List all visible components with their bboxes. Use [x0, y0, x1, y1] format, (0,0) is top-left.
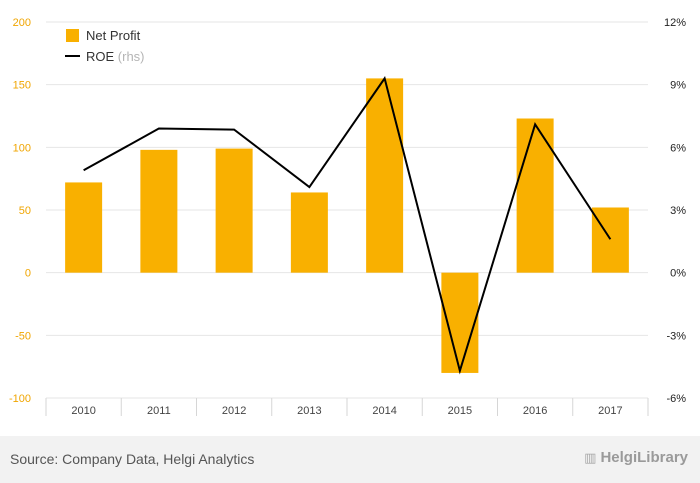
- y-left-tick-label: -50: [15, 330, 31, 342]
- y-left-tick-label: 150: [13, 80, 31, 92]
- legend-label-roe-name: ROE: [86, 49, 115, 64]
- brand-name: HelgiLibrary: [600, 449, 688, 466]
- y-left-tick-label: 50: [19, 205, 31, 217]
- x-tick-label: 2016: [523, 405, 547, 417]
- y-right-tick-label: 0%: [670, 268, 686, 280]
- line-roe: [83, 76, 612, 375]
- y-right-tick-label: 12%: [664, 17, 686, 29]
- bar-net-profit: [366, 78, 404, 273]
- bar-layer: [65, 78, 629, 373]
- y-right-tick-label: -6%: [666, 393, 686, 405]
- bar-net-profit: [215, 148, 253, 273]
- x-tick-label: 2015: [448, 405, 472, 417]
- x-tick-label: 2011: [147, 405, 171, 417]
- y-right-tick-label: 9%: [670, 80, 686, 92]
- x-tick-label: 2012: [222, 405, 246, 417]
- line-layer: [83, 76, 612, 375]
- y-right-tick-label: 3%: [670, 205, 686, 217]
- y-left-tick-label: 200: [13, 17, 31, 29]
- x-tick-label: 2017: [598, 405, 622, 417]
- y-left-tick-label: 100: [13, 142, 31, 154]
- footer: Source: Company Data, Helgi Analytics ▥ …: [0, 436, 700, 483]
- y-left-tick-label: -100: [9, 393, 31, 405]
- legend-swatch-net-profit: [66, 29, 79, 42]
- legend: Net Profit ROE (rhs): [65, 28, 145, 64]
- legend-label-roe-suffix: (rhs): [118, 49, 145, 64]
- brand-logo[interactable]: ▥ HelgiLibrary: [584, 449, 688, 466]
- chart-svg: 200 12% 150 9% 100 6% 50 3% 0 0% -50 -3% -100 -6% 2010…: [9, 17, 686, 417]
- legend-label-net-profit: Net Profit: [86, 28, 141, 43]
- x-tick-label: 2013: [297, 405, 321, 417]
- bar-net-profit: [140, 149, 178, 273]
- bar-net-profit: [516, 118, 554, 273]
- x-tick-label: 2010: [71, 405, 95, 417]
- source-text: Source: Company Data, Helgi Analytics: [10, 451, 255, 467]
- x-tick-label: 2014: [372, 405, 396, 417]
- grid-layer: [46, 21, 648, 399]
- y-left-tick-label: 0: [25, 268, 31, 280]
- bar-net-profit: [65, 182, 103, 273]
- axis-layer: 200 12% 150 9% 100 6% 50 3% 0 0% -50 -3% -100 -6% 2010…: [9, 17, 686, 417]
- library-icon: ▥: [584, 449, 597, 465]
- bar-net-profit: [591, 207, 629, 273]
- y-right-tick-label: 6%: [670, 142, 686, 154]
- legend-label-roe: ROE (rhs): [86, 49, 145, 64]
- y-right-tick-label: -3%: [666, 330, 686, 342]
- bar-net-profit: [290, 192, 328, 273]
